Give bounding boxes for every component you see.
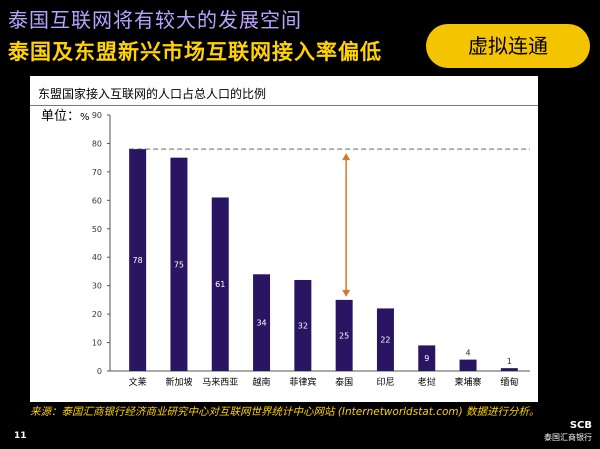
- slide-subtitle: 泰国及东盟新兴市场互联网接入率偏低: [8, 40, 382, 64]
- bar: [459, 359, 477, 371]
- bar: [335, 299, 353, 371]
- bank-logo: SCB 泰国汇商银行: [512, 420, 592, 443]
- gap-arrow-head-up: [342, 153, 351, 161]
- bar-value-label: 25: [339, 331, 349, 340]
- bar-value-label: 9: [424, 354, 429, 363]
- bar-value-label: 75: [174, 260, 184, 269]
- bar-chart: 0 10 20 30 40 50 60 70 80 90 78 文莱 75 新加坡 61 马来西亚 34 越南 32…: [92, 111, 530, 388]
- topic-badge: 虚拟连通: [426, 24, 590, 68]
- chart-title: 东盟国家接入互联网的人口占总人口的比例: [38, 87, 267, 101]
- chart-title-divider: [30, 105, 538, 106]
- bar-value-label: 61: [215, 280, 225, 289]
- y-tick-label: 70: [92, 168, 102, 177]
- bar: [170, 157, 188, 371]
- bar: [376, 308, 394, 371]
- bar-value-label: 78: [133, 256, 143, 265]
- y-tick-label: 90: [92, 111, 102, 120]
- bar-value-label: 4: [466, 349, 471, 358]
- bar: [418, 345, 436, 371]
- bar: [129, 149, 147, 371]
- category-label: 越南: [253, 376, 271, 388]
- category-label: 菲律宾: [289, 376, 316, 388]
- y-tick-label: 40: [92, 253, 102, 262]
- bar-value-label: 32: [298, 321, 308, 330]
- y-tick-label: 60: [92, 196, 102, 205]
- bar: [211, 197, 229, 371]
- y-axis-label: 单位：: [41, 109, 81, 124]
- bar: [500, 368, 518, 371]
- category-label: 文莱: [129, 376, 147, 388]
- logo-abbreviation: SCB: [569, 420, 592, 431]
- logo-bank-name: 泰国汇商银行: [544, 433, 592, 442]
- y-tick-label: 20: [92, 310, 102, 319]
- bar-value-label: 34: [256, 319, 266, 328]
- category-label: 柬埔寨: [455, 376, 482, 388]
- category-label: 印尼: [376, 376, 394, 388]
- category-label: 老挝: [418, 376, 436, 388]
- bar: [294, 279, 312, 371]
- y-tick-label: 0: [97, 367, 102, 376]
- category-label: 泰国: [335, 376, 353, 388]
- slide-title: 泰国互联网将有较大的发展空间: [8, 8, 302, 32]
- chart-panel: 东盟国家接入互联网的人口占总人口的比例 单位：% 0 10 20 30 40 50 60 70…: [30, 76, 538, 402]
- y-tick-label: 80: [92, 139, 102, 148]
- bar-value-label: 22: [380, 336, 390, 345]
- y-tick-label: 10: [92, 339, 102, 348]
- gap-arrow-head-down: [342, 289, 351, 297]
- y-axis-unit: %: [80, 112, 90, 123]
- bar: [253, 274, 271, 371]
- category-label: 马来西亚: [202, 377, 238, 388]
- bar-value-label: 1: [507, 357, 512, 366]
- y-axis-unit-label: 单位：%: [41, 105, 90, 124]
- y-tick-label: 30: [92, 282, 102, 291]
- category-label: 缅甸: [500, 376, 518, 388]
- source-note: 来源：泰国汇商银行经济商业研究中心对互联网世界统计中心网站 (Internetw…: [30, 406, 540, 418]
- category-label: 新加坡: [165, 376, 192, 388]
- page-number: 11: [14, 431, 27, 441]
- y-tick-label: 50: [92, 225, 102, 234]
